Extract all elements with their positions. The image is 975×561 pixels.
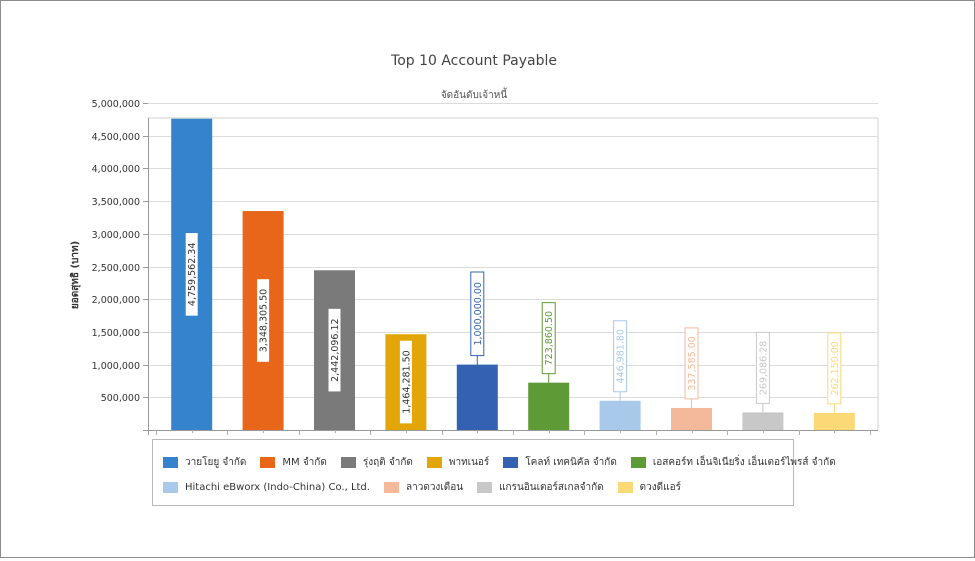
data-label: 2,442,096.12 (327, 307, 342, 393)
data-label-box (184, 232, 199, 317)
data-label: 446,981.80 (613, 320, 628, 393)
legend-swatch (163, 481, 178, 493)
y-tick-label: 4,500,000 (92, 132, 140, 143)
chart-legend: วายโยยู จำกัด MM จำกัด รุ่งฤติ จำกัด พาทเนอ… (152, 439, 836, 506)
data-label: 269,086.28 (755, 331, 770, 404)
chart-title: Top 10 Account Payable (390, 53, 557, 69)
legend-label: ดวงดีแอร์ (639, 481, 681, 493)
data-label: 262,150.00 (827, 332, 842, 405)
data-label-box (541, 302, 556, 375)
y-tick-label: 500,000 (101, 393, 140, 404)
data-label-box (398, 339, 413, 425)
y-tick-label: 2,500,000 (92, 263, 140, 274)
bar (671, 407, 712, 430)
bar (742, 412, 784, 430)
y-axis-title: ยอดสุทธิ (บาท) (69, 241, 81, 309)
legend-swatch (503, 456, 519, 468)
data-label-box (613, 320, 628, 393)
bars (171, 118, 855, 431)
y-tick-label: 3,500,000 (92, 197, 140, 208)
data-label-box (827, 332, 842, 405)
axes: 500,000 1,000,000 1,500,000 2,000,000 2,500,… (92, 99, 878, 435)
data-label: 337,585.00 (684, 327, 699, 400)
y-tick-label: 1,000,000 (92, 361, 140, 372)
legend-label: ลาวดวงเดือน (405, 481, 464, 493)
legend-row: วายโยยู จำกัด MM จำกัด รุ่งฤติ จำกัด พาทเนอ… (163, 453, 850, 471)
bar (528, 382, 570, 430)
data-label-text: 1,464,281.50 (401, 350, 412, 413)
legend-label: พาทเนอร์ (448, 456, 490, 468)
legend-item: โคลท์ เทคนิคัล จำกัด (503, 455, 617, 470)
legend-label: โคลท์ เทคนิคัล จำกัด (525, 456, 617, 468)
data-label: 1,464,281.50 (398, 339, 413, 425)
legend-row: Hitachi eBworx (Indo-China) Co., Ltd. ลาว… (163, 478, 695, 496)
legend-item: แกรนอินเตอร์สเกลจำกัด (477, 480, 604, 495)
data-label-text: 3,348,305.50 (259, 289, 270, 352)
data-label-box (470, 271, 485, 357)
y-tick-label: 3,000,000 (92, 230, 140, 241)
legend-item: ลาวดวงเดือน (383, 480, 464, 495)
legend-item: ดวงดีแอร์ (617, 480, 681, 495)
legend-swatch (383, 481, 399, 493)
legend-swatch (426, 456, 442, 468)
legend-label: วายโยยู จำกัด (185, 456, 247, 468)
legend-item: พาทเนอร์ (426, 455, 490, 470)
legend-label: MM จำกัด (282, 456, 327, 468)
data-label: 1,000,000.00 (470, 271, 485, 357)
data-label: 3,348,305.50 (256, 278, 271, 363)
y-tick-label: 2,000,000 (92, 295, 140, 306)
y-tick-label: 4,000,000 (92, 164, 140, 175)
data-label-text: 723,860.50 (544, 311, 555, 365)
data-label-box (755, 331, 770, 404)
data-label-text: 446,981.80 (616, 329, 627, 383)
y-tick-label: 5,000,000 (92, 99, 140, 110)
data-label-text: 262,150.00 (830, 341, 841, 395)
legend-label: รุ่งฤติ จำกัด (362, 456, 413, 468)
bar (599, 400, 641, 430)
data-labels: 4,759,562.34 3,348,305.50 2,442,096.12 1,46… (184, 232, 842, 425)
legend-swatch (260, 456, 276, 468)
legend-item: Hitachi eBworx (Indo-China) Co., Ltd. (163, 481, 370, 493)
legend-swatch (163, 456, 178, 468)
data-label: 723,860.50 (541, 302, 556, 375)
data-label-text: 2,442,096.12 (330, 318, 341, 381)
data-label-text: 4,759,562.34 (187, 243, 198, 306)
y-tick-label: 1,500,000 (92, 328, 140, 339)
bar (813, 412, 855, 430)
data-label-box (327, 307, 342, 393)
chart-subtitle: จัดอันดับเจ้าหนี้ (441, 87, 508, 101)
legend-swatch (477, 481, 493, 493)
legend-label: Hitachi eBworx (Indo-China) Co., Ltd. (185, 481, 370, 493)
data-label-text: 269,086.28 (758, 341, 769, 395)
legend-swatch (340, 456, 356, 468)
bar (456, 364, 498, 430)
legend-label: เอสคอร์ท เอ็นจิเนียริ่ง เอ็นเตอร์ไพรส์ จ… (652, 456, 836, 468)
data-label-text: 337,585.00 (687, 336, 698, 390)
legend-item: MM จำกัด (260, 455, 327, 470)
legend-item: เอสคอร์ท เอ็นจิเนียริ่ง เอ็นเตอร์ไพรส์ จ… (630, 455, 836, 470)
data-label: 4,759,562.34 (184, 232, 199, 317)
legend-item: รุ่งฤติ จำกัด (340, 455, 413, 470)
legend-item: วายโยยู จำกัด (163, 455, 246, 470)
legend-swatch (617, 481, 633, 493)
legend-label: แกรนอินเตอร์สเกลจำกัด (499, 481, 604, 493)
data-label-box (684, 327, 699, 400)
legend-swatch (630, 456, 646, 468)
data-label-text: 1,000,000.00 (473, 282, 484, 345)
data-label-box (256, 278, 271, 363)
